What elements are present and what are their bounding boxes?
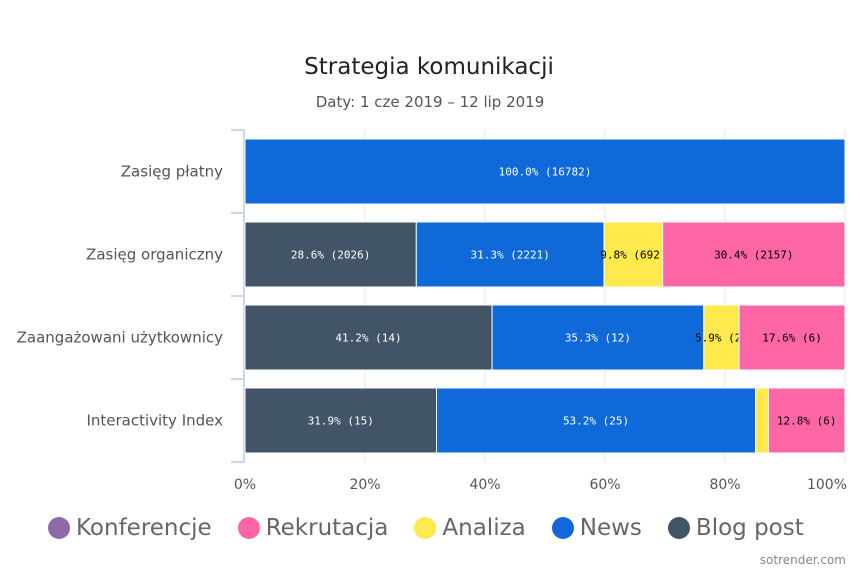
data-label: 31.9% (15) xyxy=(308,415,374,428)
x-tick-label: 100% xyxy=(807,477,847,493)
data-label: 9.8% (692) xyxy=(600,249,666,262)
data-label: 28.6% (2026) xyxy=(291,249,370,262)
legend-item[interactable]: Analiza xyxy=(414,515,526,541)
bar-segment xyxy=(491,304,705,371)
category-label: Zasięg organiczny xyxy=(86,246,223,264)
legend-marker-icon xyxy=(414,517,437,539)
legend-item[interactable]: Blog post xyxy=(667,515,804,541)
bar-segment xyxy=(603,221,664,288)
legend: Konferencje Rekrutacja Analiza News Blog pos… xyxy=(48,515,830,541)
legend-marker-icon xyxy=(237,517,260,539)
data-label: 41.2% (14) xyxy=(335,332,401,345)
bar-segment xyxy=(244,304,493,371)
legend-item[interactable]: Konferencje xyxy=(48,515,212,541)
x-tick-label: 40% xyxy=(469,477,500,493)
credit: sotrender.com xyxy=(759,553,846,567)
data-label: 17.6% (6) xyxy=(762,332,822,345)
data-label: 35.3% (12) xyxy=(565,332,631,345)
data-label: 12.8% (6) xyxy=(777,415,837,428)
category-label: Zaangażowani użytkownicy xyxy=(17,329,223,347)
legend-label: Analiza xyxy=(442,515,526,541)
legend-item[interactable]: News xyxy=(551,515,642,541)
bar-segment xyxy=(244,387,437,454)
data-label: 53.2% (25) xyxy=(563,415,629,428)
legend-label: Rekrutacja xyxy=(265,515,389,541)
legend-marker-icon xyxy=(48,517,70,539)
bar-segment xyxy=(767,387,846,454)
legend-marker-icon xyxy=(667,517,690,539)
bar-segment xyxy=(415,221,605,288)
legend-item[interactable]: Rekrutacja xyxy=(237,515,389,541)
bar-segment xyxy=(755,387,769,454)
x-tick-label: 0% xyxy=(234,477,256,493)
bar-segment xyxy=(244,221,417,288)
bar-segment xyxy=(435,387,757,454)
legend-marker-icon xyxy=(551,517,574,539)
chart-subtitle: Daty: 1 cze 2019 – 12 lip 2019 xyxy=(315,93,545,111)
data-label: 100.0% (16782) xyxy=(499,166,592,179)
chart-title: Strategia komunikacji xyxy=(304,54,554,80)
data-label: 30.4% (2157) xyxy=(714,249,793,262)
data-label: 5.9% (2) xyxy=(695,332,748,345)
data-label: 31.3% (2221) xyxy=(470,249,549,262)
legend-label: News xyxy=(579,515,642,541)
legend-label: Konferencje xyxy=(76,515,212,541)
bar-segment xyxy=(662,221,846,288)
bar-segment xyxy=(244,138,846,205)
x-tick-label: 60% xyxy=(589,477,620,493)
legend-label: Blog post xyxy=(695,515,804,541)
x-tick-label: 20% xyxy=(349,477,380,493)
x-tick-label: 80% xyxy=(709,477,740,493)
category-label: Interactivity Index xyxy=(86,412,223,430)
bar-segment xyxy=(738,304,846,371)
category-label: Zasięg płatny xyxy=(121,163,223,181)
